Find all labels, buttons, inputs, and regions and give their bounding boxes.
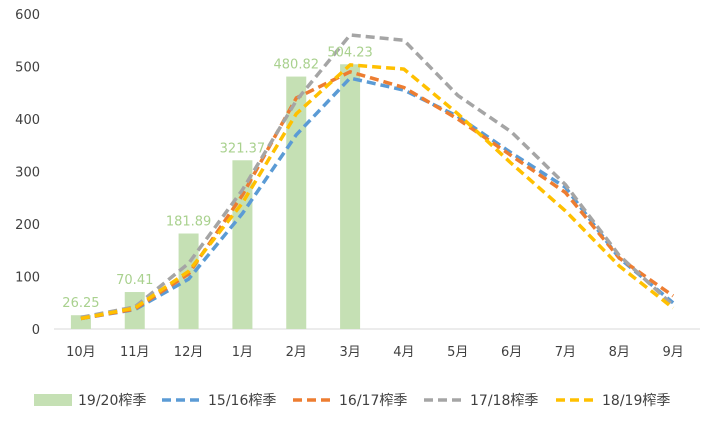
x-tick-label: 6月 (501, 345, 522, 360)
data-label: 26.25 (62, 296, 99, 311)
data-label: 181.89 (166, 215, 212, 230)
data-label: 504.23 (327, 45, 373, 60)
x-tick-label: 11月 (120, 345, 150, 360)
bar (286, 76, 307, 329)
legend-label: 18/19榨季 (602, 392, 670, 409)
x-tick-label: 1月 (232, 345, 253, 360)
x-tick-label: 12月 (174, 345, 204, 360)
bars (70, 64, 361, 330)
data-labels: 26.25 70.41 181.89 321.37 480.82 504.23 (62, 45, 373, 311)
legend-label: 17/18榨季 (470, 392, 538, 409)
series-line (80, 70, 675, 321)
y-tick-label: 200 (15, 218, 40, 233)
data-label: 480.82 (274, 58, 320, 73)
x-tick-label: 8月 (609, 345, 630, 360)
lines (80, 33, 675, 321)
legend-label: 19/20榨季 (78, 392, 146, 409)
data-label: 70.41 (116, 273, 153, 288)
legend-swatch (34, 394, 72, 406)
series-line (80, 63, 675, 321)
y-tick-label: 400 (15, 113, 40, 128)
bar (178, 233, 199, 329)
x-tick-label: 9月 (662, 345, 683, 360)
y-axis: 0 100 200 300 400 500 600 (15, 8, 40, 338)
x-tick-label: 3月 (339, 345, 360, 360)
x-tick-label: 4月 (393, 345, 414, 360)
x-tick-label: 5月 (447, 345, 468, 360)
legend: 19/20榨季 15/16榨季 16/17榨季 17/18榨季 18/19榨季 (34, 392, 670, 409)
bar (340, 64, 361, 330)
y-tick-label: 0 (32, 323, 40, 338)
data-label: 321.37 (220, 141, 266, 156)
y-tick-label: 600 (15, 8, 40, 23)
y-tick-label: 500 (15, 61, 40, 76)
y-tick-label: 100 (15, 271, 40, 286)
legend-label: 15/16榨季 (208, 392, 276, 409)
x-axis: 10月 11月 12月 1月 2月 3月 4月 5月 6月 7月 8月 9月 (54, 328, 700, 360)
x-tick-label: 10月 (66, 345, 96, 360)
x-tick-label: 7月 (555, 345, 576, 360)
series-line (80, 33, 675, 320)
bar (232, 160, 253, 329)
legend-label: 16/17榨季 (339, 392, 407, 409)
y-tick-label: 300 (15, 166, 40, 181)
x-tick-label: 2月 (286, 345, 307, 360)
